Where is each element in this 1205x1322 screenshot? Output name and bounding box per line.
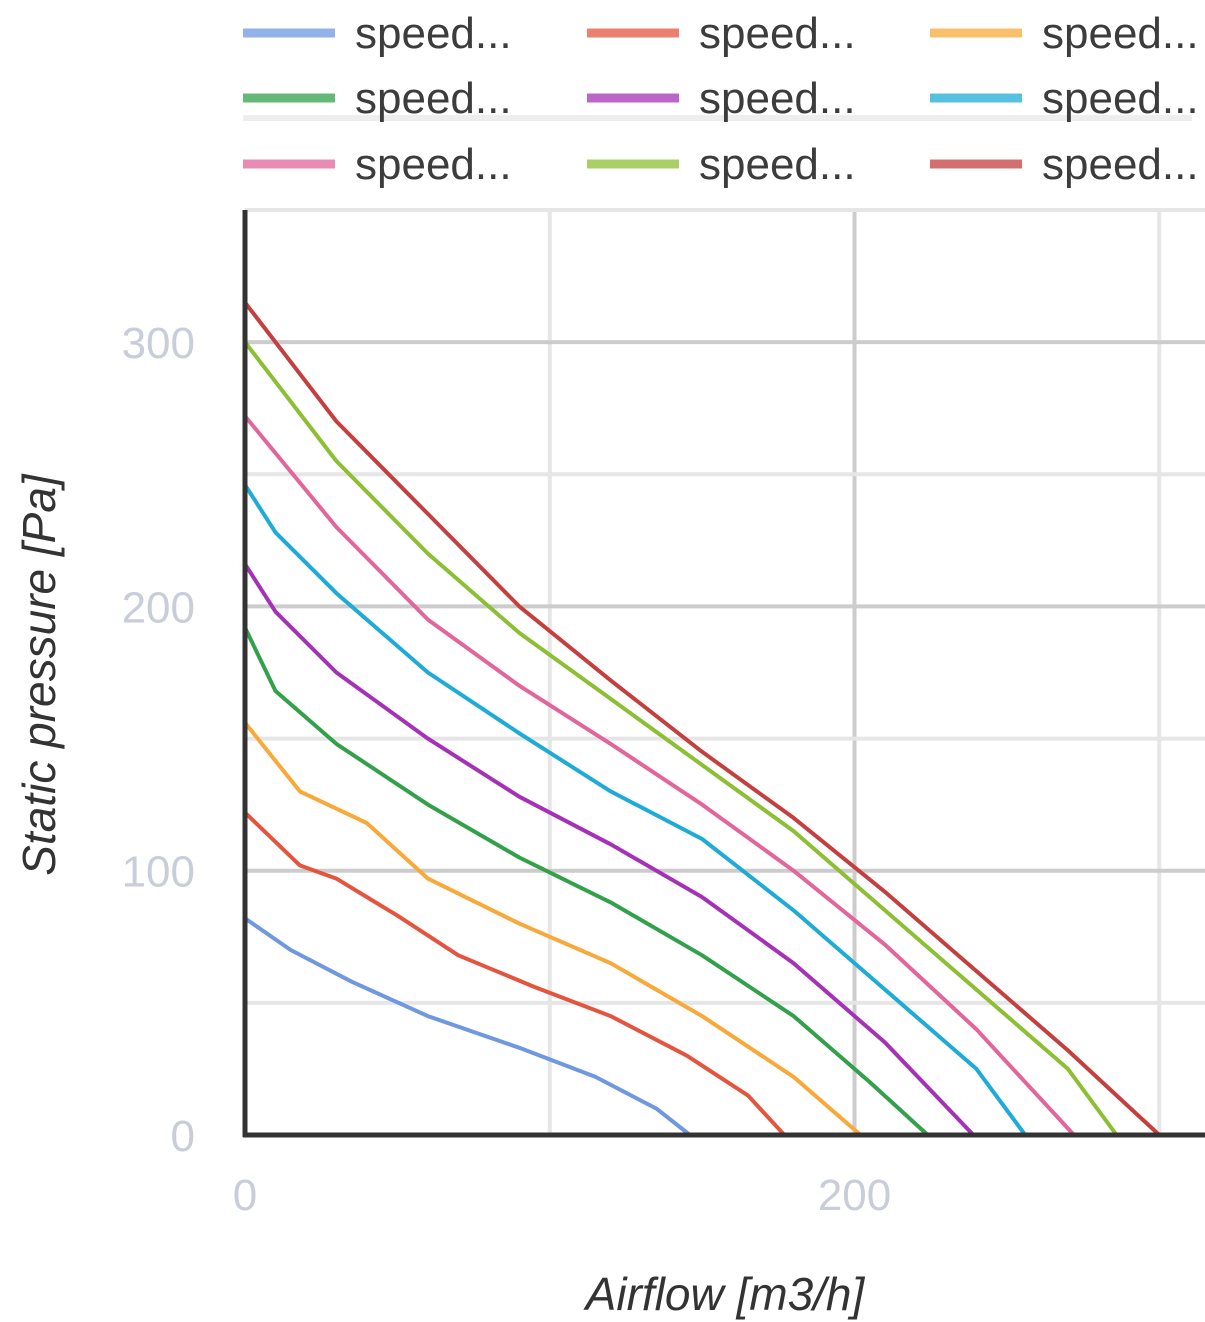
legend-item-2: speed... <box>587 9 856 58</box>
series-lines <box>243 300 1162 1137</box>
series-line-5 <box>243 562 976 1137</box>
x-axis-title: Airflow [m3/h] <box>583 1268 866 1320</box>
x-tick-labels: 0 200 <box>233 1171 891 1220</box>
legend-item-1: speed... <box>243 9 512 58</box>
y-tick-label: 200 <box>122 583 195 632</box>
legend-label: speed... <box>355 9 512 58</box>
legend-item-4: speed... <box>243 74 512 123</box>
y-tick-label: 300 <box>122 319 195 368</box>
legend-item-8: speed... <box>587 140 856 189</box>
legend-item-3: speed... <box>930 9 1199 58</box>
y-tick-label: 0 <box>171 1112 195 1161</box>
legend-label: speed... <box>699 140 856 189</box>
x-tick-label: 0 <box>233 1171 257 1220</box>
legend-item-9: speed... <box>930 140 1199 189</box>
legend-label: speed... <box>699 74 856 123</box>
y-axis-title: Static pressure [Pa] <box>13 473 65 876</box>
legend-item-5: speed... <box>587 74 856 123</box>
legend: speed... speed... speed... speed... speed...… <box>243 9 1199 189</box>
legend-label: speed... <box>699 9 856 58</box>
grid <box>245 208 1205 1135</box>
series-line-4 <box>243 625 930 1137</box>
series-line-1 <box>243 916 692 1137</box>
legend-item-7: speed... <box>243 140 512 189</box>
y-tick-label: 100 <box>122 848 195 897</box>
legend-label: speed... <box>1042 9 1199 58</box>
series-line-2 <box>243 810 787 1137</box>
legend-label: speed... <box>1042 74 1199 123</box>
legend-label: speed... <box>1042 140 1199 189</box>
series-line-7 <box>243 414 1076 1137</box>
axes <box>242 210 1205 1138</box>
series-line-8 <box>243 340 1119 1137</box>
series-line-3 <box>243 720 863 1137</box>
x-tick-label: 200 <box>818 1171 891 1220</box>
y-tick-labels: 0 100 200 300 <box>122 319 195 1161</box>
legend-label: speed... <box>355 140 512 189</box>
legend-item-6: speed... <box>930 74 1199 123</box>
series-line-9 <box>243 300 1162 1137</box>
legend-label: speed... <box>355 74 512 123</box>
series-line-6 <box>243 482 1028 1137</box>
